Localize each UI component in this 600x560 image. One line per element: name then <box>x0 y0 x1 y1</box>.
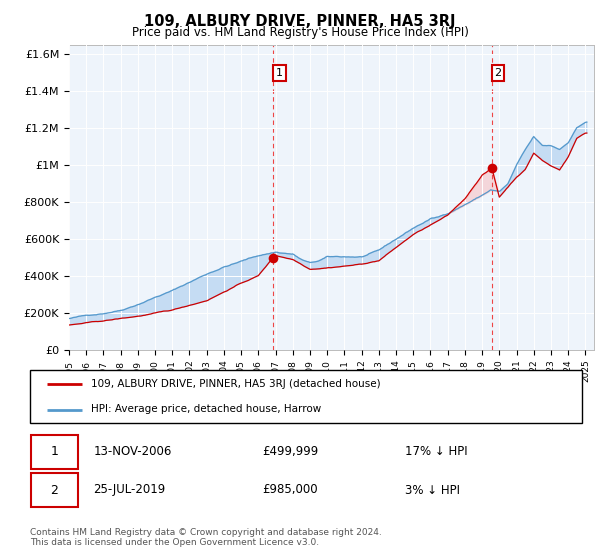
Text: Contains HM Land Registry data © Crown copyright and database right 2024.
This d: Contains HM Land Registry data © Crown c… <box>30 528 382 547</box>
Text: 3% ↓ HPI: 3% ↓ HPI <box>406 483 460 497</box>
Text: 2: 2 <box>494 68 502 78</box>
Text: 1: 1 <box>50 445 58 459</box>
Text: 2: 2 <box>50 483 58 497</box>
Text: Price paid vs. HM Land Registry's House Price Index (HPI): Price paid vs. HM Land Registry's House … <box>131 26 469 39</box>
FancyBboxPatch shape <box>31 473 78 507</box>
Text: 17% ↓ HPI: 17% ↓ HPI <box>406 445 468 459</box>
Text: 109, ALBURY DRIVE, PINNER, HA5 3RJ: 109, ALBURY DRIVE, PINNER, HA5 3RJ <box>144 14 456 29</box>
FancyBboxPatch shape <box>31 435 78 469</box>
Text: 109, ALBURY DRIVE, PINNER, HA5 3RJ (detached house): 109, ALBURY DRIVE, PINNER, HA5 3RJ (deta… <box>91 380 380 390</box>
FancyBboxPatch shape <box>30 370 582 423</box>
Text: 1: 1 <box>276 68 283 78</box>
Text: 13-NOV-2006: 13-NOV-2006 <box>94 445 172 459</box>
Text: 25-JUL-2019: 25-JUL-2019 <box>94 483 166 497</box>
Text: £985,000: £985,000 <box>262 483 317 497</box>
Text: HPI: Average price, detached house, Harrow: HPI: Average price, detached house, Harr… <box>91 404 321 414</box>
Text: £499,999: £499,999 <box>262 445 318 459</box>
